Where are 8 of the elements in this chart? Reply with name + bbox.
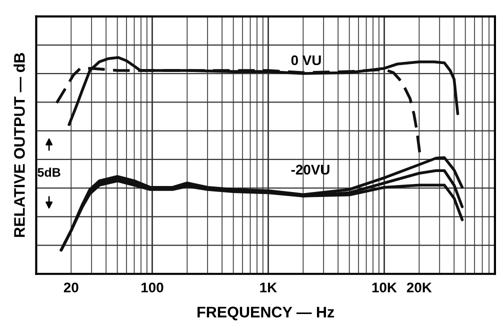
x-tick-label: 20K xyxy=(406,282,432,292)
x-tick-label: 100 xyxy=(142,282,164,292)
y-axis-title: RELATIVE OUTPUT — dB xyxy=(14,53,25,237)
x-tick-label: 10K xyxy=(372,282,397,292)
annotation: 5dB xyxy=(38,168,60,177)
x-tick-label: 1K xyxy=(260,282,277,292)
x-axis-title: FREQUENCY — Hz xyxy=(198,306,334,320)
x-tick-label: 20 xyxy=(64,282,78,292)
